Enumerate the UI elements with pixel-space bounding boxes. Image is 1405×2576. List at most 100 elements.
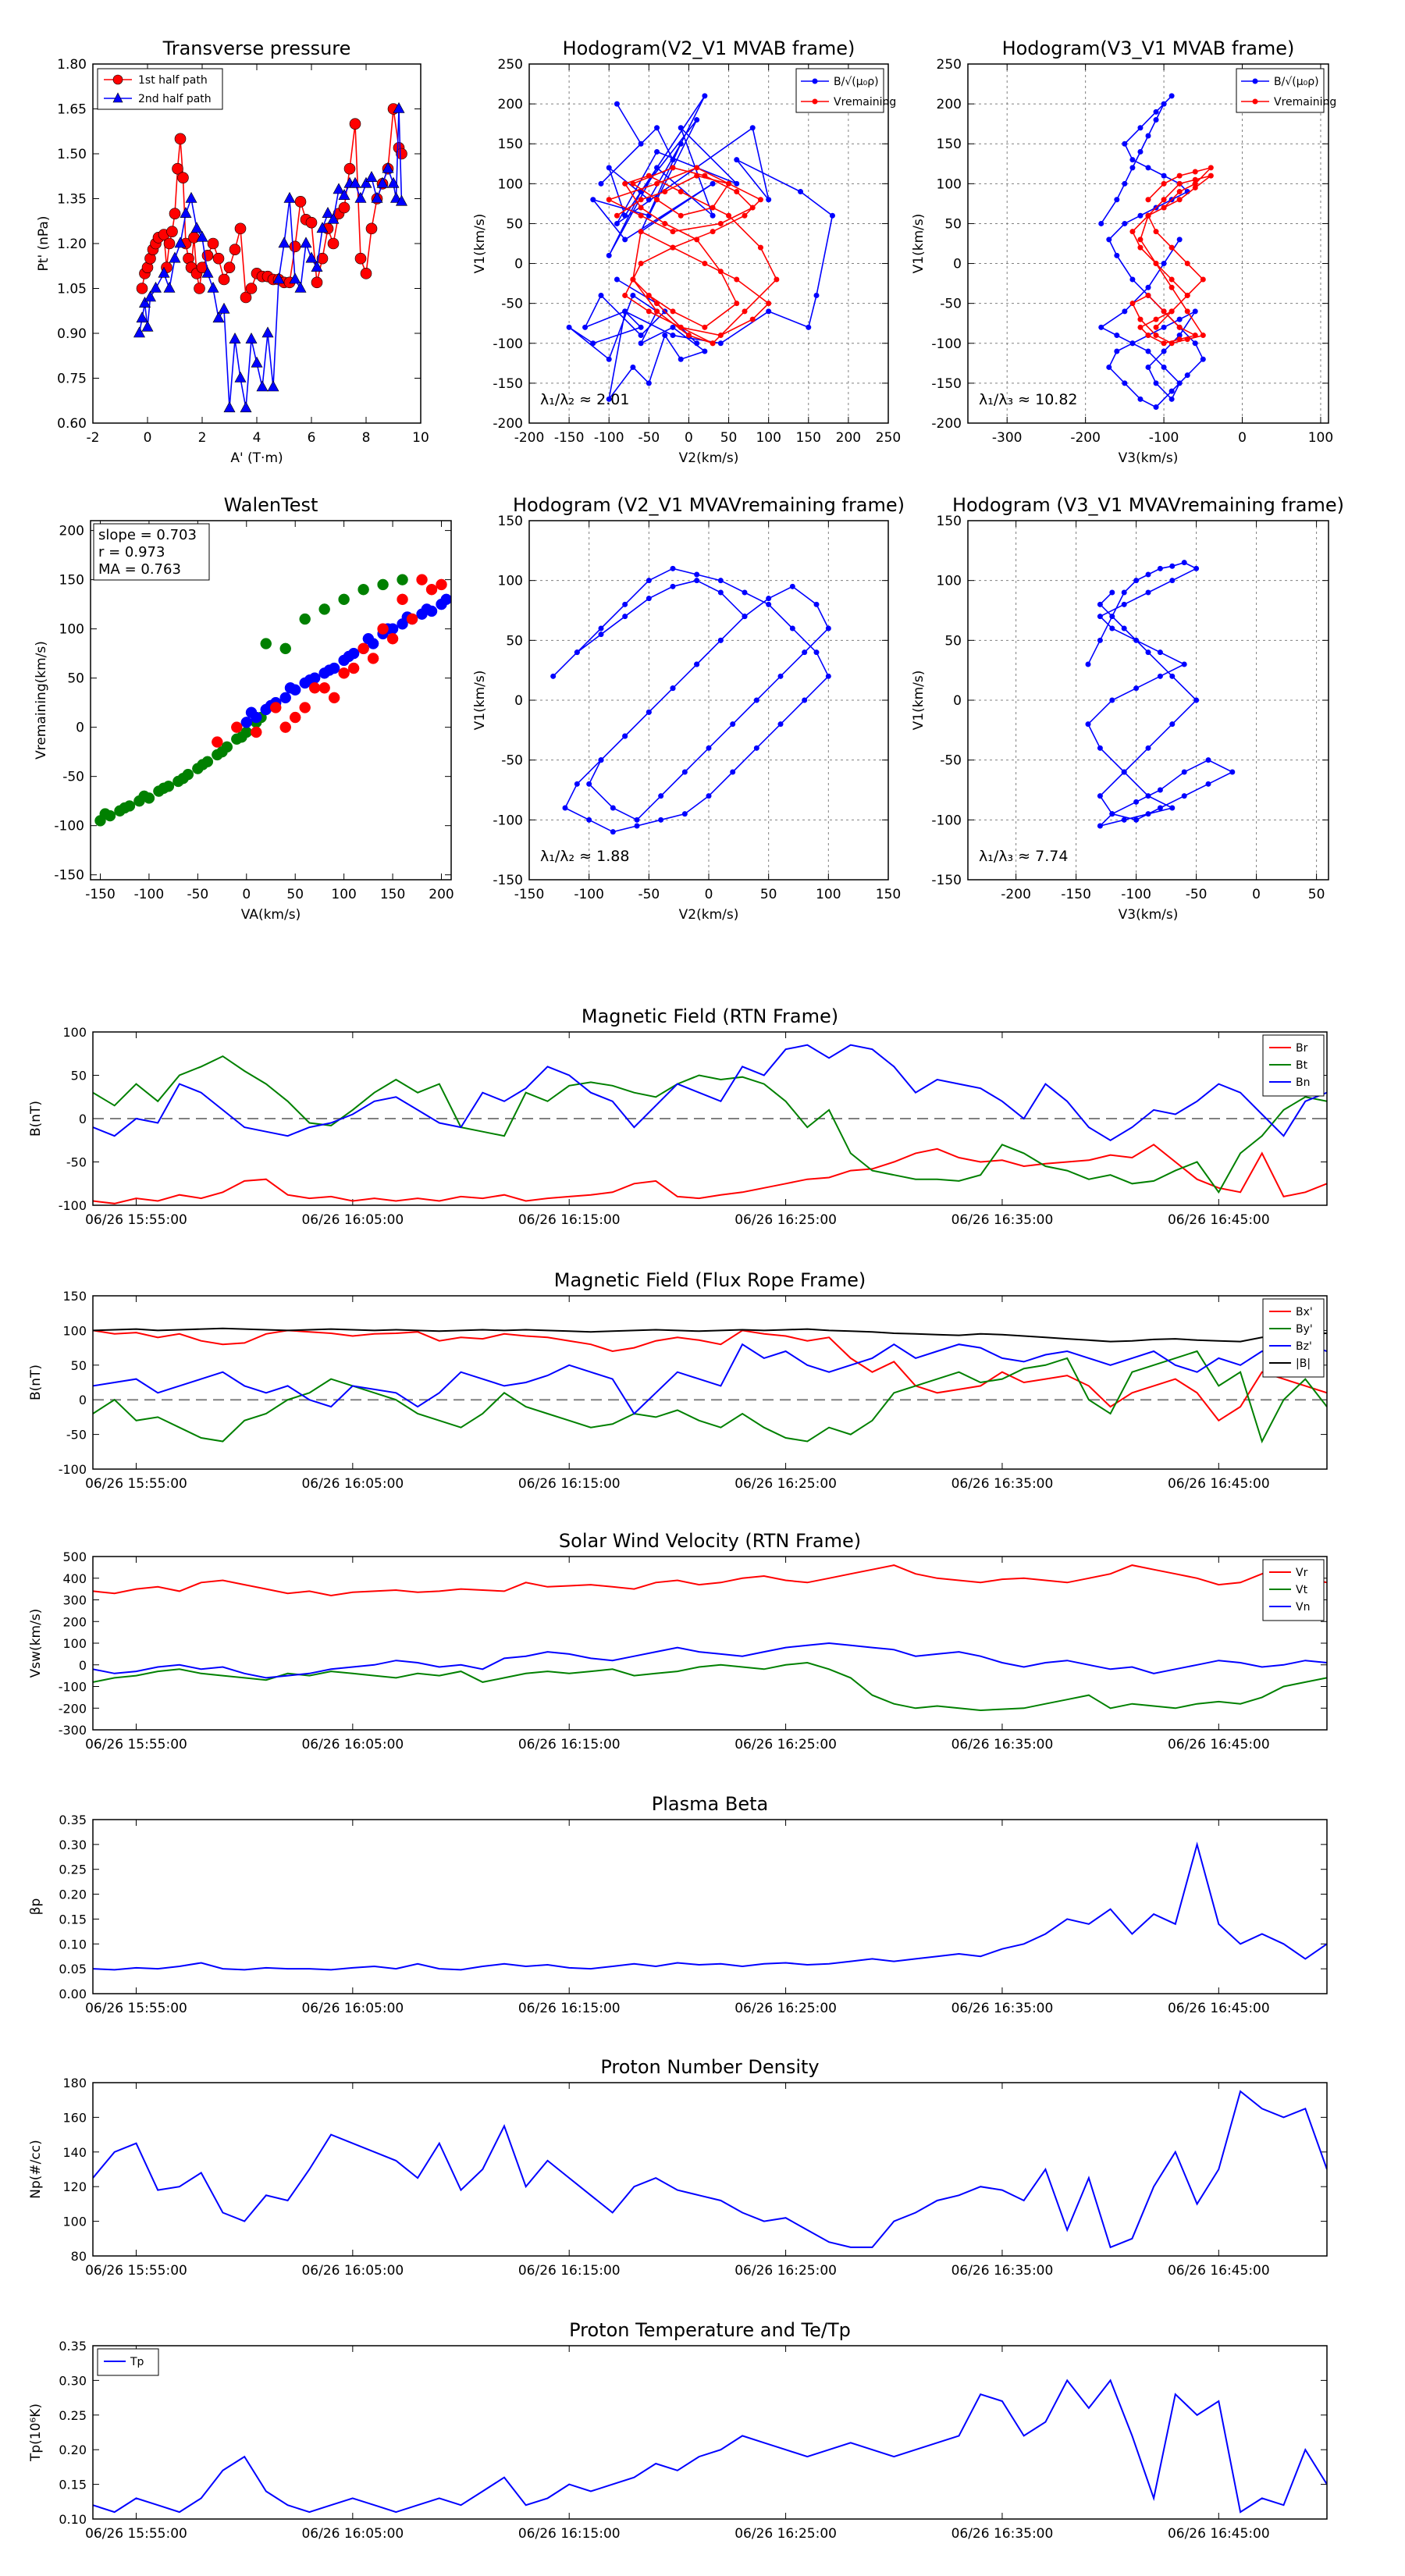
data-point [136,283,148,294]
data-point [730,769,736,775]
data-point [614,276,620,283]
x-tick-label: -200 [1070,430,1101,446]
data-point [133,326,146,338]
data-point [1184,336,1190,343]
data-point [646,596,652,602]
x-tick-label: 8 [362,430,371,446]
data-point [622,614,628,620]
data-point [829,212,835,219]
data-point [1200,276,1206,283]
data-point [694,173,700,179]
y-tick-label: 0 [953,257,962,272]
data-point [1137,148,1144,155]
data-point [1229,769,1236,775]
chart-h1: -200 -150 -100 -50 0 50 100 150 200 250 -200 -150 -1… [472,37,901,466]
chart-vel_rtn: -300 -200 -100 0 100 200 300 400 500 06/26 15:55:… [28,1530,1328,1752]
series-line-mag_rtn-0 [93,1144,1327,1204]
data-point [240,401,252,413]
data-point [212,736,223,748]
data-point [395,194,408,206]
series-line-mag_rtn-1 [93,1055,1327,1194]
y-tick-label: 0 [79,1658,87,1673]
h2-frame [967,63,1329,424]
chart-title: Hodogram (V3_V1 MVAVremaining frame) [952,494,1344,516]
y-tick-label: 200 [59,524,84,539]
data-point [377,623,389,635]
data-point [1145,292,1151,298]
data-point [240,291,252,304]
data-point [261,326,274,338]
x-tick-label: 06/26 16:25:00 [735,1212,837,1228]
data-point [197,759,208,770]
series-line-temp-0 [93,2379,1327,2514]
series-line-h1-0 [568,95,834,400]
y-tick-label: -150 [54,868,84,884]
data-point [610,805,616,811]
data-point [1129,157,1136,163]
data-point [606,396,612,402]
data-point [278,237,290,248]
data-point [1109,614,1115,620]
x-tick-label: 06/26 16:05:00 [301,1737,404,1752]
h4-frame [967,520,1329,881]
data-point [1122,220,1128,226]
data-point [717,340,724,347]
data-point [289,272,301,284]
data-point [670,308,676,315]
series-group [550,565,831,835]
data-point [670,565,676,571]
data-point [212,311,225,323]
legend-label: Vn [1296,1601,1310,1614]
data-point [343,650,355,663]
series-line-mag_fr-1 [93,1350,1327,1444]
series-group [93,1564,1327,1712]
lambda-ratio-annotation: λ₁/λ₂ ≈ 1.88 [540,848,629,865]
x-tick-label: -50 [187,887,208,902]
data-point [730,721,736,728]
h3-frame [528,520,889,881]
data-point [614,220,620,226]
y-axis-label: V1(km/s) [911,671,927,731]
y-tick-label: 80 [71,2249,87,2264]
data-point [349,118,361,130]
x-tick-label: 0 [1252,887,1261,902]
density-frame [92,2082,1328,2257]
y-axis-label: V1(km/s) [472,671,488,731]
x-tick-label: -200 [1001,887,1031,902]
data-point [365,171,378,182]
data-point [1169,805,1176,811]
legend-box [1262,1298,1325,1378]
legend-label: Vremaining [1274,96,1336,109]
data-point [272,272,285,284]
data-point [1114,348,1120,354]
data-point [610,829,616,835]
y-tick-label: -50 [66,1428,87,1443]
data-point [1129,340,1136,347]
data-point [1208,173,1214,179]
data-point [1181,661,1187,667]
data-point [318,681,330,694]
x-axis-label: V2(km/s) [679,450,739,466]
data-point [670,244,676,251]
x-tick-label: 200 [429,887,454,902]
legend-label: 2nd half path [138,93,212,105]
y-tick-label: -50 [66,1155,87,1170]
data-point [1205,757,1211,763]
x-tick-label: -100 [134,887,165,902]
x-axis-label: V3(km/s) [1119,907,1179,923]
data-point [367,653,379,664]
chart-walen: -150 -100 -50 0 50 100 150 200 -150 -100 -50 0 50 100… [34,494,454,923]
data-point [638,229,644,235]
data-point [1153,333,1159,339]
data-point [327,237,340,250]
data-point [177,172,189,183]
data-point [300,237,312,248]
data-point [646,308,652,315]
chart-title: Hodogram (V2_V1 MVAVremaining frame) [513,494,905,516]
data-point [694,571,700,578]
data-point [749,316,756,322]
x-tick-label: 06/26 16:25:00 [735,1476,837,1492]
data-point [717,220,724,226]
data-point [1133,637,1140,643]
data-point [190,222,203,233]
